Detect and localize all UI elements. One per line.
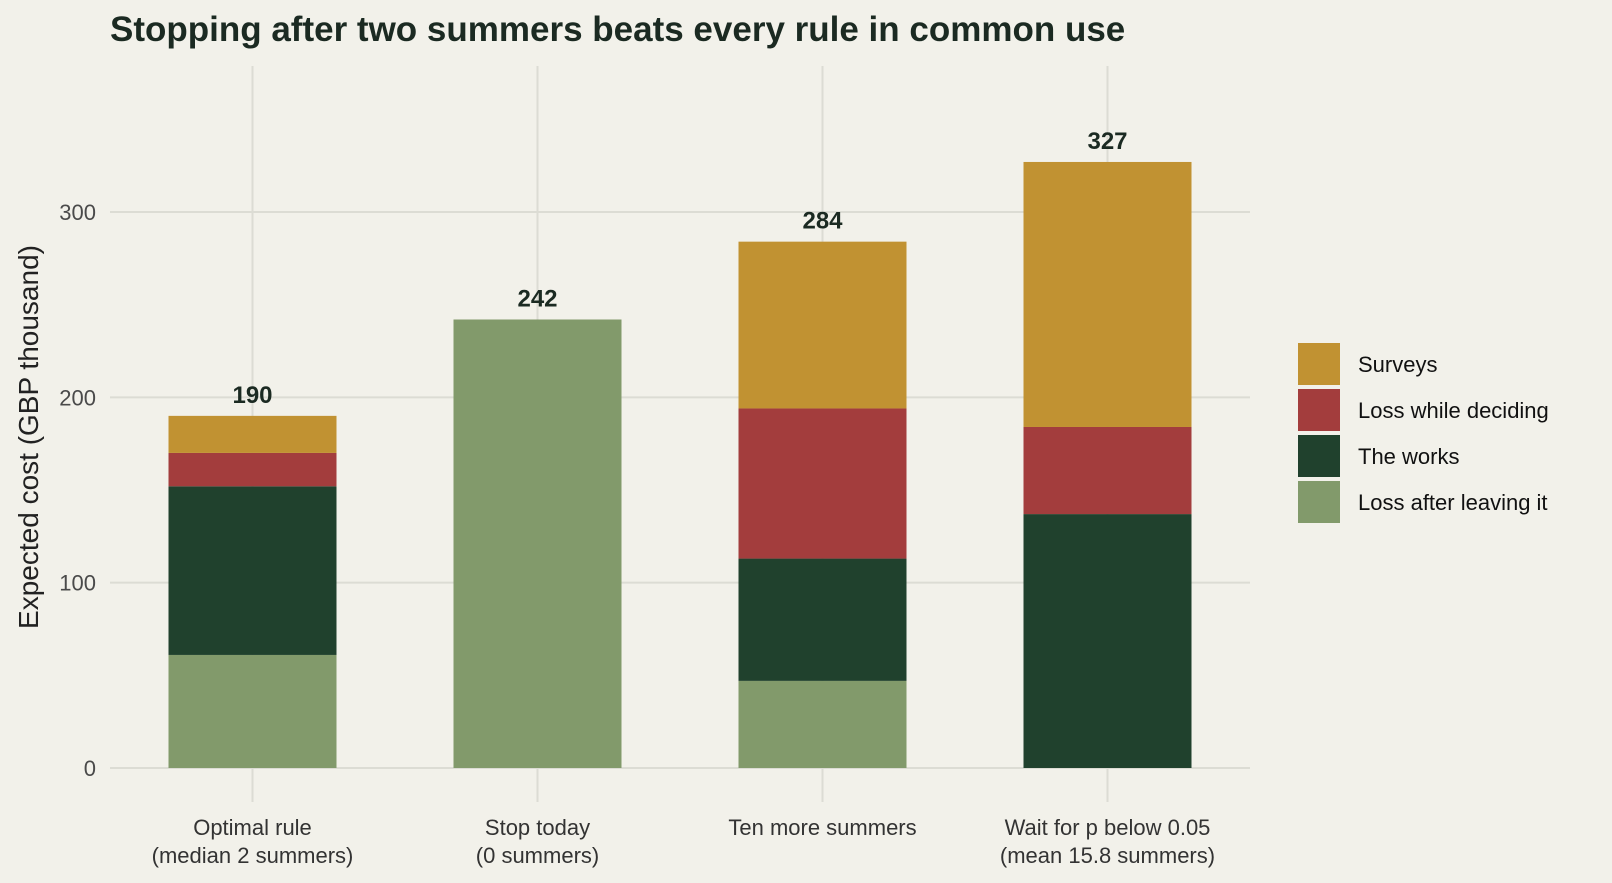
x-tick-label: Optimal rule xyxy=(193,815,312,840)
bar-segment xyxy=(738,558,907,681)
bar-segment xyxy=(738,680,907,768)
legend-label: Surveys xyxy=(1358,352,1437,377)
bar-segment xyxy=(1023,426,1192,515)
bar-segment xyxy=(738,408,907,559)
legend-label: Loss while deciding xyxy=(1358,398,1549,423)
x-tick-label: (mean 15.8 summers) xyxy=(1000,843,1215,868)
x-tick-label: Wait for p below 0.05 xyxy=(1005,815,1211,840)
chart-title: Stopping after two summers beats every r… xyxy=(110,10,1126,49)
bar-segment xyxy=(168,452,337,487)
bar-total-label: 242 xyxy=(517,285,557,312)
bar-segment xyxy=(1023,514,1192,768)
bar-segment xyxy=(168,486,337,655)
legend-swatch xyxy=(1298,481,1340,523)
legend-label: The works xyxy=(1358,444,1459,469)
legend-swatch xyxy=(1298,435,1340,477)
y-tick-label: 100 xyxy=(59,571,96,596)
legend-swatch xyxy=(1298,343,1340,385)
legend-label: Loss after leaving it xyxy=(1358,490,1548,515)
axes: 0 100 200 300 Optimal rule (median 2 summers)… xyxy=(59,200,1215,868)
bar-segment xyxy=(168,415,337,453)
bar-segment xyxy=(738,241,907,409)
bar-segment xyxy=(1023,161,1192,427)
legend: Surveys Loss while deciding The works Loss … xyxy=(1298,343,1549,523)
bar-segment xyxy=(168,654,337,768)
y-tick-label: 0 xyxy=(84,756,96,781)
y-tick-label: 200 xyxy=(59,385,96,410)
data-labels: 190 242 284 327 xyxy=(232,128,1127,409)
x-tick-label: (median 2 summers) xyxy=(152,843,354,868)
y-tick-label: 300 xyxy=(59,200,96,225)
x-tick-label: Ten more summers xyxy=(728,815,916,840)
bar-total-label: 190 xyxy=(232,382,272,409)
y-axis-label: Expected cost (GBP thousand) xyxy=(13,245,44,629)
bar-total-label: 284 xyxy=(802,208,843,235)
legend-swatch xyxy=(1298,389,1340,431)
bar-total-label: 327 xyxy=(1087,128,1127,155)
bars xyxy=(168,161,1192,768)
bar-segment xyxy=(453,319,622,768)
x-tick-label: (0 summers) xyxy=(476,843,599,868)
x-tick-label: Stop today xyxy=(485,815,590,840)
